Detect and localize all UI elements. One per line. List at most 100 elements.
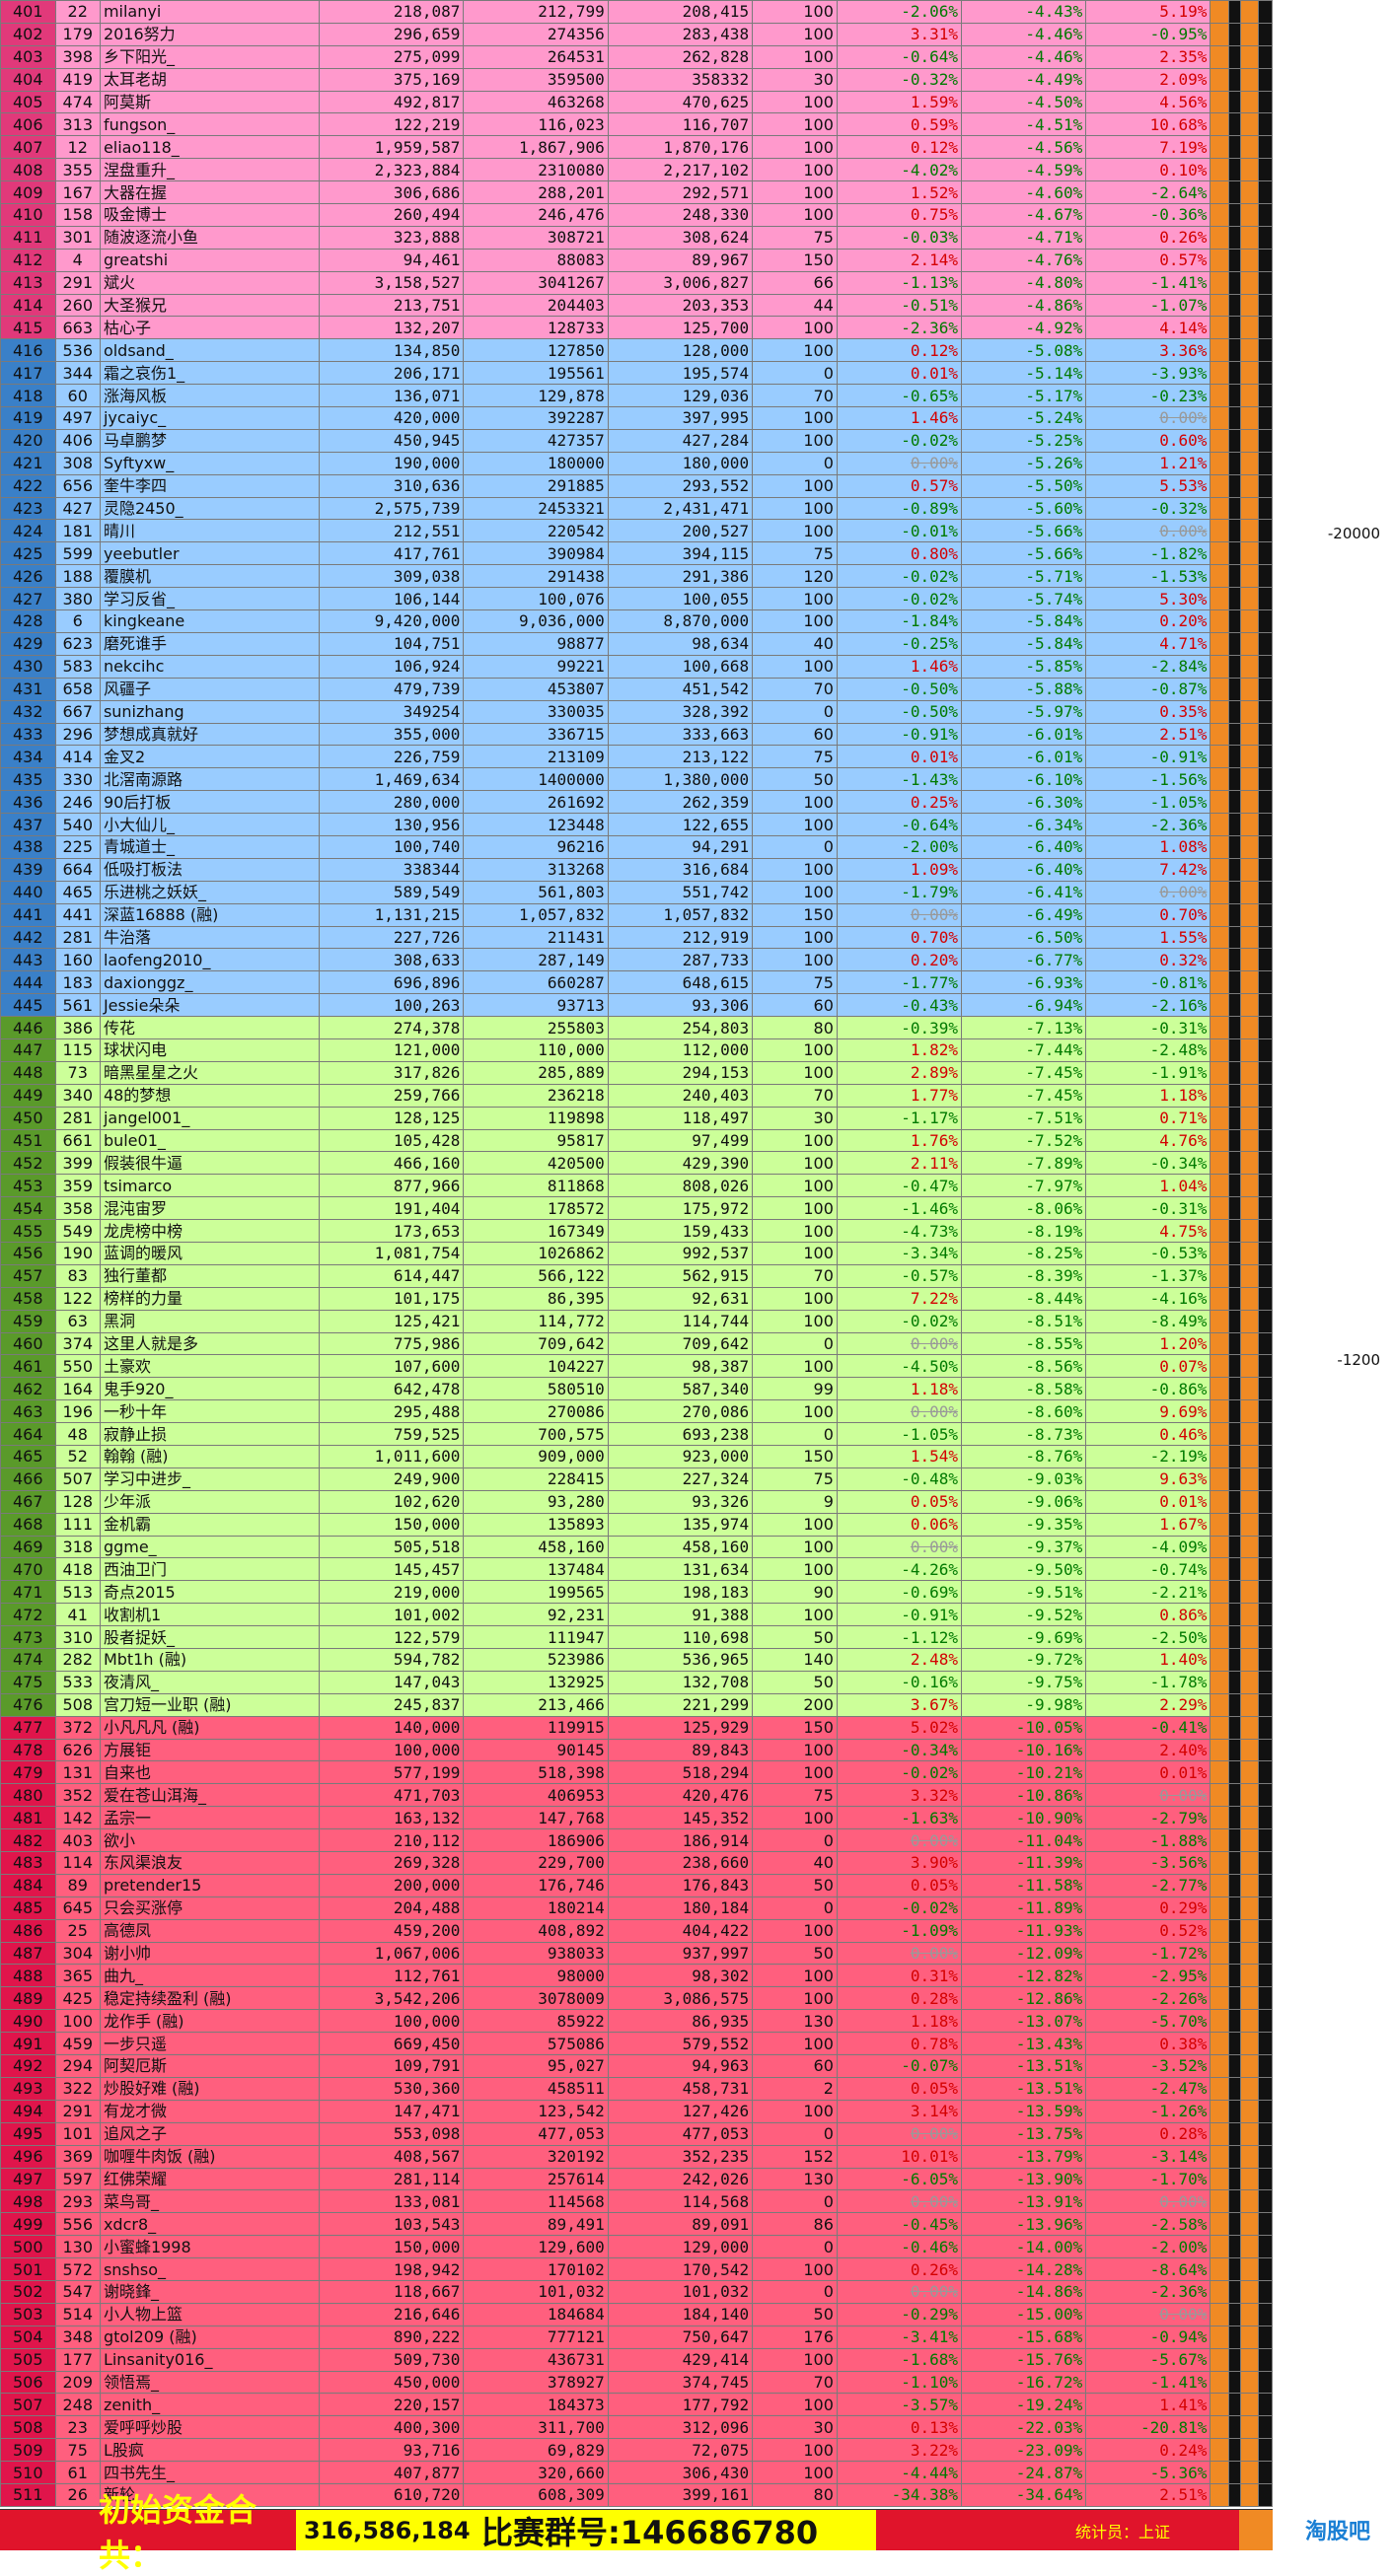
marker-strip-cell — [1257, 1219, 1274, 1243]
marker-strip-cell — [1257, 970, 1274, 995]
side-label-upper: -20000 — [1327, 525, 1380, 542]
rank-cell: 434 — [0, 745, 56, 769]
table-row: 508 23 爱呼呼炒股 400,300 311,700 312,096 30 0.13% -2… — [0, 2415, 1274, 2440]
previous-funds-cell: 186906 — [463, 1828, 609, 1853]
previous-funds-cell: 93713 — [463, 993, 609, 1018]
name-cell: Linsanity016_ — [99, 2347, 321, 2372]
initial-funds-cell: 505,518 — [318, 1535, 465, 1559]
previous-funds-cell: 255803 — [463, 1016, 609, 1039]
id-cell: 514 — [54, 2302, 101, 2326]
table-row: 496 369 咖喱牛肉饭 (融) 408,567 320192 352,235 152 10… — [0, 2144, 1274, 2169]
initial-funds-cell: 306,686 — [318, 180, 465, 205]
initial-funds-cell: 100,000 — [318, 1738, 465, 1762]
daily-change-cell: -0.48% — [836, 1467, 963, 1491]
position-cell: 120 — [752, 564, 838, 589]
marker-strip-cell — [1227, 2167, 1241, 2191]
table-row: 444 183 daxionggz_ 696,896 660287 648,615 75 -1… — [0, 970, 1274, 995]
previous-funds-cell: 128733 — [463, 316, 609, 340]
table-row: 482 403 欲小 210,112 186906 186,914 0 0.00% -11.04… — [0, 1828, 1274, 1853]
initial-funds-cell: 100,263 — [318, 993, 465, 1018]
id-cell: 556 — [54, 2212, 101, 2237]
marker-strip-cell — [1227, 1196, 1241, 1221]
position-cell: 30 — [752, 67, 838, 92]
marker-strip-cell — [1227, 1331, 1241, 1356]
name-cell: 方展钜 — [99, 1738, 321, 1762]
marker-strip-cell — [1257, 1603, 1274, 1627]
rank-cell: 491 — [0, 2032, 56, 2056]
name-cell: 稳定持续盈利 (融) — [99, 1986, 321, 2011]
total-return-cell: -14.00% — [961, 2235, 1087, 2259]
current-funds-cell: 89,843 — [607, 1738, 754, 1762]
id-cell: 359 — [54, 1174, 101, 1198]
daily-change-cell: -0.50% — [836, 699, 963, 724]
rank-cell: 487 — [0, 1941, 56, 1966]
table-row: 429 623 磨死谁手 104,751 98877 98,634 40 -0.25% -5.8… — [0, 631, 1274, 656]
daily-change-cell: -0.16% — [836, 1670, 963, 1694]
previous-funds-cell: 3078009 — [463, 1986, 609, 2011]
marker-strip-cell — [1210, 451, 1229, 475]
previous-funds-cell: 104227 — [463, 1354, 609, 1379]
position-cell: 100 — [752, 2032, 838, 2056]
marker-strip-cell — [1210, 1828, 1229, 1853]
previous-funds-cell: 98000 — [463, 1964, 609, 1988]
table-row: 409 167 大器在握 306,686 288,201 292,571 100 1.52% -… — [0, 180, 1274, 205]
id-cell: 296 — [54, 722, 101, 747]
index-diff-cell: -0.87% — [1085, 677, 1211, 701]
rank-cell: 417 — [0, 361, 56, 386]
current-funds-cell: 562,915 — [607, 1263, 754, 1288]
index-diff-cell: 10.68% — [1085, 112, 1211, 137]
current-funds-cell: 93,326 — [607, 1489, 754, 1514]
marker-strip-cell — [1239, 767, 1259, 792]
total-return-cell: -9.35% — [961, 1512, 1087, 1537]
id-cell: 291 — [54, 270, 101, 295]
previous-funds-cell: 92,231 — [463, 1603, 609, 1627]
table-row: 410 158 吸金博士 260,494 246,476 248,330 100 0.75% -… — [0, 203, 1274, 227]
previous-funds-cell: 123448 — [463, 813, 609, 836]
total-return-cell: -4.43% — [961, 0, 1087, 24]
previous-funds-cell: 93,280 — [463, 1489, 609, 1514]
current-funds-cell: 587,340 — [607, 1377, 754, 1401]
total-return-cell: -8.73% — [961, 1422, 1087, 1446]
marker-strip-cell — [1239, 564, 1259, 589]
marker-strip-cell — [1210, 112, 1229, 137]
index-diff-cell: -1.82% — [1085, 541, 1211, 566]
index-diff-cell: 0.60% — [1085, 428, 1211, 453]
id-cell: 352 — [54, 1783, 101, 1808]
index-diff-cell: 9.69% — [1085, 1399, 1211, 1424]
marker-strip-cell — [1210, 1783, 1229, 1808]
marker-strip-cell — [1257, 813, 1274, 836]
position-cell: 44 — [752, 293, 838, 318]
index-diff-cell: 0.10% — [1085, 158, 1211, 182]
total-return-cell: -4.49% — [961, 67, 1087, 92]
index-diff-cell: 1.04% — [1085, 1174, 1211, 1198]
marker-strip-cell — [1210, 1263, 1229, 1288]
total-return-cell: -6.01% — [961, 722, 1087, 747]
rank-cell: 410 — [0, 203, 56, 227]
table-row: 469 318 ggme_ 505,518 458,160 458,160 100 0.00%… — [0, 1535, 1274, 1559]
current-funds-cell: 308,624 — [607, 225, 754, 250]
marker-strip-cell — [1210, 22, 1229, 46]
current-funds-cell: 101,032 — [607, 2279, 754, 2304]
marker-strip-cell — [1239, 158, 1259, 182]
previous-funds-cell: 523986 — [463, 1648, 609, 1672]
table-row: 488 365 曲九_ 112,761 98000 98,302 100 0.31% -12.8… — [0, 1964, 1274, 1988]
initial-funds-cell: 9,420,000 — [318, 609, 465, 633]
rank-cell: 481 — [0, 1806, 56, 1830]
initial-funds-cell: 112,761 — [318, 1964, 465, 1988]
marker-strip-cell — [1227, 1738, 1241, 1762]
name-cell: 90后打板 — [99, 790, 321, 815]
marker-strip-cell — [1210, 2461, 1229, 2484]
total-return-cell: -11.89% — [961, 1896, 1087, 1920]
daily-change-cell: -1.77% — [836, 970, 963, 995]
index-diff-cell: -2.50% — [1085, 1625, 1211, 1650]
index-diff-cell: -2.95% — [1085, 1964, 1211, 1988]
marker-strip-cell — [1210, 473, 1229, 498]
daily-change-cell: 10.01% — [836, 2144, 963, 2169]
table-row: 407 12 eliao118_ 1,959,587 1,867,906 1,870,17… — [0, 135, 1274, 160]
daily-change-cell: -0.89% — [836, 496, 963, 521]
daily-change-cell: 0.05% — [836, 1489, 963, 1514]
total-return-cell: -15.68% — [961, 2325, 1087, 2349]
id-cell: 177 — [54, 2347, 101, 2372]
marker-strip-cell — [1227, 970, 1241, 995]
marker-strip-cell — [1210, 2167, 1229, 2191]
